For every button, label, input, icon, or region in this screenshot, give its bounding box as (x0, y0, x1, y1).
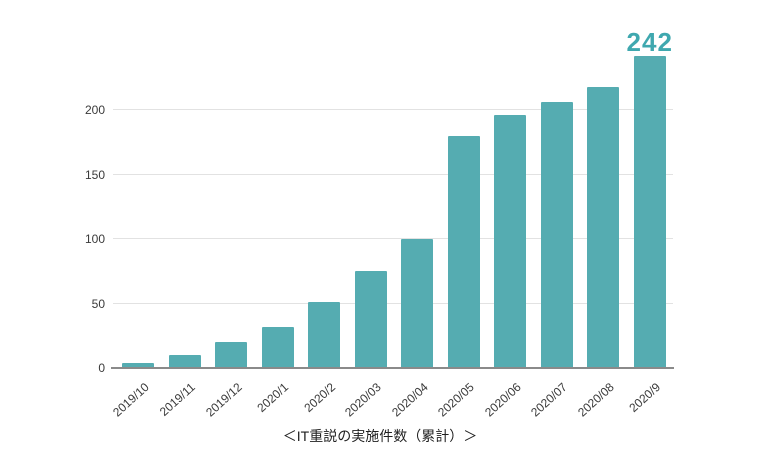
bar-slot-2019/10 (115, 56, 162, 368)
bar-slot-2020/03 (348, 56, 395, 368)
bar-slot-2020/07 (534, 56, 581, 368)
bar-2020/04 (401, 239, 434, 368)
bar-slot-2020/06 (487, 56, 534, 368)
gridline-150 (113, 173, 673, 175)
max-value-data-label: 242 (626, 27, 673, 57)
bar-2020/05 (447, 135, 480, 368)
bar-2020/06 (494, 115, 527, 368)
gridline-50 (113, 302, 673, 304)
x-axis-line (111, 367, 674, 369)
x-tick-label-2019/11: 2019/11 (157, 380, 199, 419)
bar-2020/08 (587, 86, 620, 368)
x-tick-label-2020/06: 2020/06 (482, 380, 524, 420)
x-tick-label-2019/10: 2019/10 (110, 380, 152, 420)
x-tick-label-2020/08: 2020/08 (575, 380, 617, 420)
bar-2020/2 (308, 302, 341, 368)
y-tick-label-150: 150 (84, 167, 105, 182)
bar-slot-2020/08 (580, 56, 627, 368)
bar-slot-2020/1 (255, 56, 302, 368)
bar-2019/10 (122, 362, 155, 368)
x-tick-label-2020/1: 2020/1 (254, 380, 292, 415)
bar-slot-2020/05 (441, 56, 488, 368)
bar-slot-2019/12 (208, 56, 255, 368)
bar-slot-2020/9 (627, 56, 674, 368)
bar-series (115, 56, 673, 368)
bar-slot-2020/04 (394, 56, 441, 368)
gridline-200 (113, 109, 673, 111)
x-tick-label-2020/05: 2020/05 (435, 380, 478, 420)
y-tick-label-50: 50 (91, 296, 105, 311)
y-tick-label-0: 0 (98, 361, 105, 375)
bar-2020/07 (540, 102, 573, 368)
bar-2019/11 (168, 355, 201, 368)
x-tick-label-2020/04: 2020/04 (389, 380, 431, 420)
bar-2020/9 (633, 56, 666, 368)
bar-slot-2020/2 (301, 56, 348, 368)
y-tick-label-200: 200 (84, 103, 105, 118)
bar-2020/1 (261, 326, 294, 368)
x-tick-label-2020/07: 2020/07 (528, 380, 571, 420)
y-tick-label-100: 100 (84, 232, 105, 247)
gridline-100 (113, 238, 673, 240)
x-tick-label-2020/2: 2020/2 (300, 380, 338, 415)
plot-area (111, 56, 674, 369)
x-axis-tick-labels: 2019/10 2019/11 2019/12 2020/1 2020/2 2020/03… (110, 372, 673, 428)
chart-caption: ＜IT重説の実施件数（累計）＞ (282, 428, 478, 444)
bar-2020/03 (354, 271, 387, 368)
x-tick-label-2019/12: 2019/12 (203, 380, 245, 420)
bar-2019/12 (215, 342, 248, 368)
bar-slot-2019/11 (162, 56, 209, 368)
x-tick-label-2020/03: 2020/03 (342, 380, 385, 420)
x-tick-label-2020/9: 2020/9 (626, 380, 664, 415)
